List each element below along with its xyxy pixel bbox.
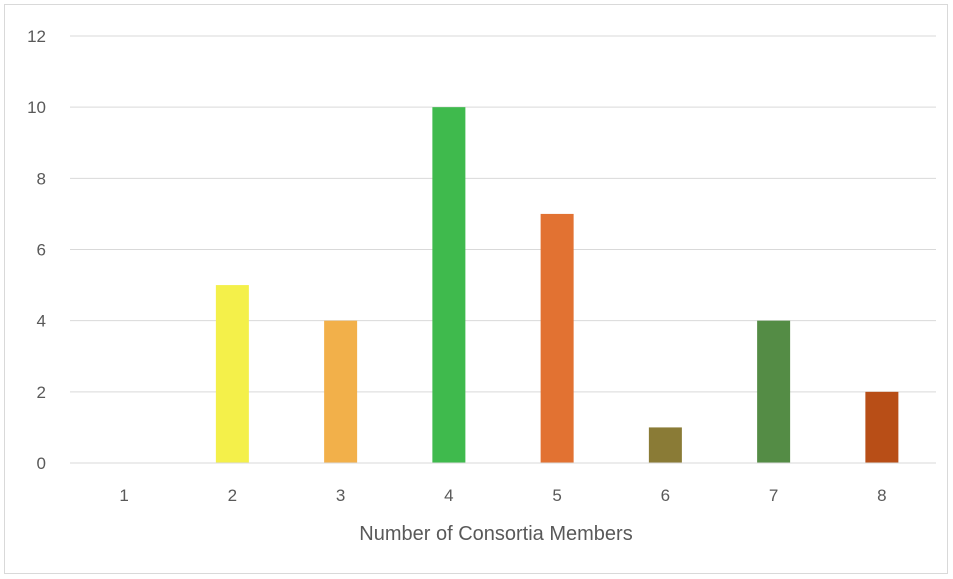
x-tick-label: 7 [769,486,778,505]
x-axis-title: Number of Consortia Members [359,523,632,545]
y-tick-label: 8 [37,169,46,188]
x-tick-label: 6 [661,486,670,505]
bar [648,427,682,463]
x-tick-label: 3 [336,486,345,505]
x-axis-tick-labels: 1 2 3 4 5 6 7 8 [119,486,886,505]
chart-frame [4,4,948,574]
bar [215,285,249,463]
bar [432,107,466,464]
bars [215,107,899,464]
y-axis-tick-labels: 0 2 4 6 8 10 12 [27,27,46,473]
x-tick-label: 1 [119,486,128,505]
bar [324,320,358,463]
y-tick-label: 2 [37,383,46,402]
x-tick-label: 5 [552,486,561,505]
x-tick-label: 2 [228,486,237,505]
bar [540,213,574,463]
y-tick-label: 6 [37,241,46,260]
y-tick-label: 10 [27,98,46,117]
x-tick-label: 8 [877,486,886,505]
gridlines [70,35,936,393]
y-tick-label: 0 [37,454,46,473]
bar [865,391,899,463]
x-tick-label: 4 [444,486,453,505]
y-tick-label: 4 [37,312,46,331]
y-tick-label: 12 [27,27,46,46]
bar [757,320,791,463]
